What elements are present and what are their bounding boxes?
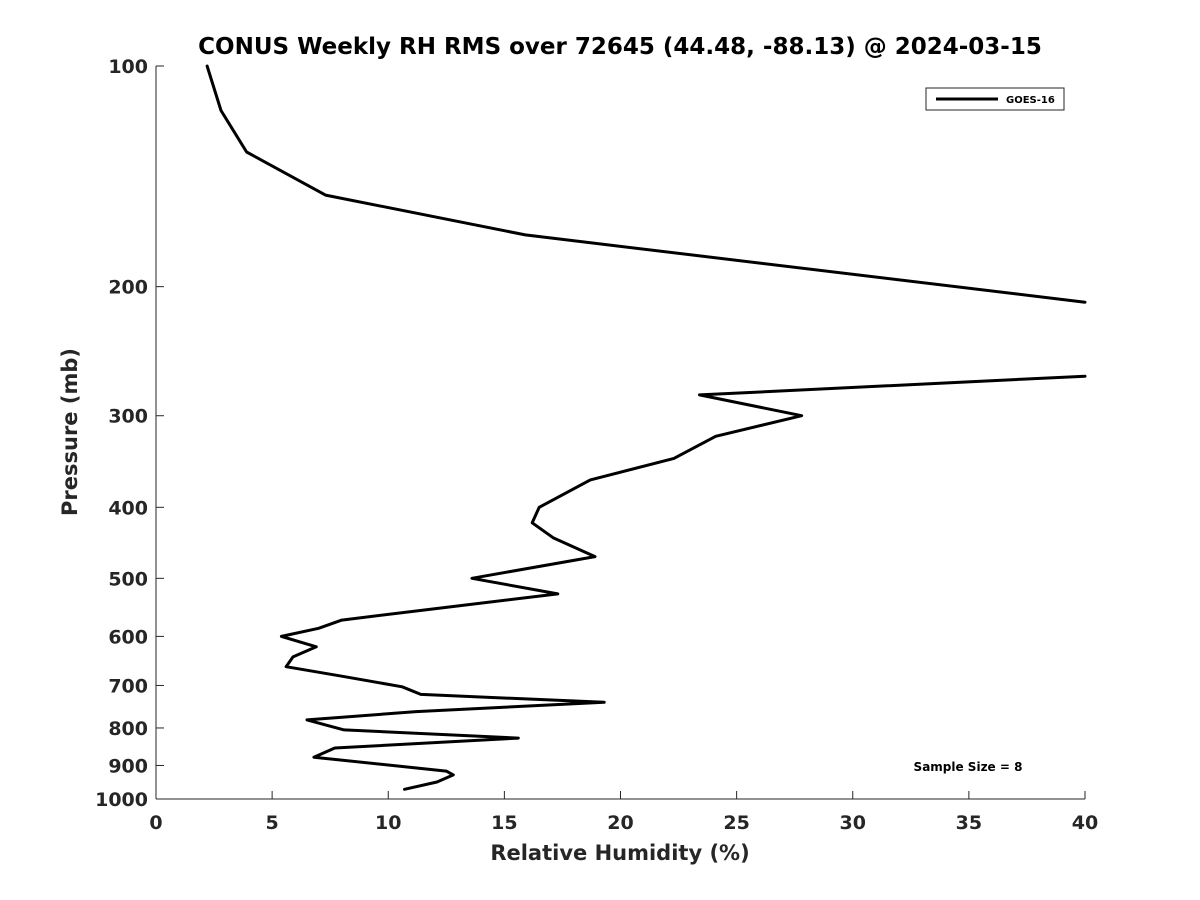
series-line: [205, 64, 1087, 304]
axes: [155, 66, 1085, 800]
y-tick-label: 100: [108, 56, 148, 78]
y-tick-label: 800: [108, 718, 148, 740]
y-tick-label: 200: [108, 277, 148, 299]
y-tick-label: 900: [108, 755, 148, 777]
x-tick-label: 0: [149, 812, 162, 834]
x-tick-label: 20: [607, 812, 633, 834]
chart-title: CONUS Weekly RH RMS over 72645 (44.48, -…: [198, 34, 1042, 60]
x-tick-label: 15: [491, 812, 517, 834]
y-tick-label: 600: [108, 626, 148, 648]
series-line: [279, 374, 1087, 791]
x-tick-label: 10: [375, 812, 401, 834]
y-axis-label: Pressure (mb): [58, 348, 82, 516]
x-tick-label: 5: [266, 812, 279, 834]
y-tick-label: 500: [108, 568, 148, 590]
x-tick-label: 40: [1072, 812, 1098, 834]
ticks: 0 5 10 15 20 25 30 35 40 100 200 300 400 500 600 700 800…: [95, 56, 1098, 834]
x-tick-label: 30: [840, 812, 866, 834]
series-group: [205, 64, 1087, 791]
y-tick-label: 400: [108, 497, 148, 519]
x-axis-label: Relative Humidity (%): [490, 841, 749, 865]
x-tick-label: 25: [723, 812, 749, 834]
y-tick-label: 700: [108, 675, 148, 697]
legend: GOES-16: [925, 87, 1065, 111]
legend-label: GOES-16: [1006, 95, 1055, 106]
y-tick-label: 300: [108, 406, 148, 428]
x-tick-label: 35: [956, 812, 982, 834]
y-tick-label: 1000: [95, 789, 148, 811]
series-0: [205, 64, 1087, 791]
sample-size-annotation: Sample Size = 8: [914, 760, 1023, 774]
